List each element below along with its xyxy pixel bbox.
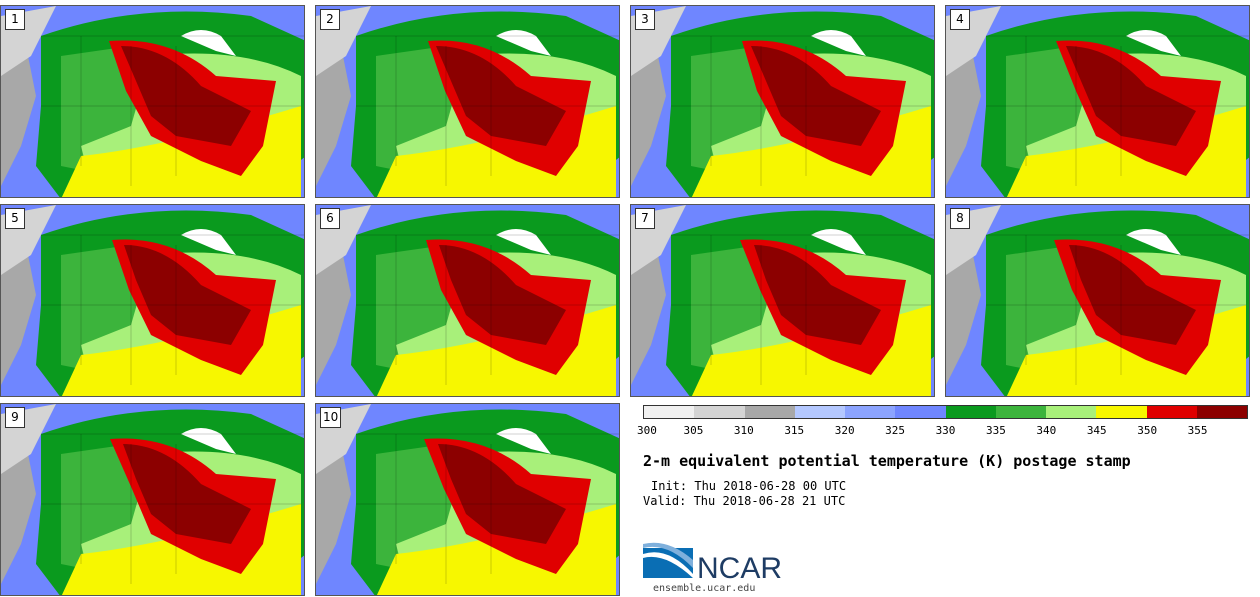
stamp-panel: 1 (0, 5, 305, 198)
colorbar-tick-label: 340 (1036, 424, 1057, 437)
ncar-logo: NCAR (643, 540, 793, 585)
colorbar-segment (895, 406, 946, 418)
stamp-panel: 9 (0, 403, 305, 596)
stamp-panel: 5 (0, 204, 305, 397)
stamp-panel: 7 (630, 204, 935, 397)
colorbar-segment (794, 406, 845, 418)
stamp-panel: 10 (315, 403, 620, 596)
logo-text: NCAR (697, 552, 782, 582)
colorbar-segment (995, 406, 1046, 418)
colorbar-segment (1046, 406, 1097, 418)
colorbar-segment (744, 406, 795, 418)
colorbar-segment (694, 406, 745, 418)
stamp-number-label: 5 (5, 208, 25, 229)
stamp-panel: 4 (945, 5, 1250, 198)
stamp-panel: 6 (315, 204, 620, 397)
colorbar-segment (644, 406, 695, 418)
colorbar-tick-label: 355 (1187, 424, 1208, 437)
colorbar (643, 405, 1248, 419)
temperature-map (316, 6, 619, 197)
temperature-map (316, 205, 619, 396)
colorbar-tick-label: 330 (935, 424, 956, 437)
stamp-panel: 2 (315, 5, 620, 198)
stamp-number-label: 2 (320, 9, 340, 30)
site-url: ensemble.ucar.edu (653, 583, 756, 594)
init-time: Init: Thu 2018-06-28 00 UTC (651, 479, 847, 493)
stamp-panel: 3 (630, 5, 935, 198)
temperature-map (316, 404, 619, 595)
stamp-number-label: 7 (635, 208, 655, 229)
colorbar-segment (1196, 406, 1247, 418)
stamp-number-label: 6 (320, 208, 340, 229)
colorbar-segment (945, 406, 996, 418)
colorbar-tick-label: 315 (784, 424, 805, 437)
stamp-number-label: 10 (320, 407, 342, 428)
colorbar-tick-label: 335 (985, 424, 1006, 437)
temperature-map (631, 205, 934, 396)
temperature-map (1, 404, 304, 595)
colorbar-tick-label: 300 (637, 424, 657, 437)
temperature-map (1, 205, 304, 396)
valid-time: Valid: Thu 2018-06-28 21 UTC (643, 494, 846, 508)
stamp-number-label: 4 (950, 9, 970, 30)
temperature-map (946, 6, 1249, 197)
colorbar-segment (845, 406, 896, 418)
colorbar-tick-label: 350 (1137, 424, 1158, 437)
colorbar-tick-label: 310 (733, 424, 754, 437)
stamp-number-label: 8 (950, 208, 970, 229)
temperature-map (1, 6, 304, 197)
stamp-number-label: 3 (635, 9, 655, 30)
colorbar-tick-label: 325 (885, 424, 906, 437)
temperature-map (946, 205, 1249, 396)
stamp-number-label: 9 (5, 407, 25, 428)
page-title: 2-m equivalent potential temperature (K)… (643, 452, 1131, 470)
stamp-number-label: 1 (5, 9, 25, 30)
temperature-map (631, 6, 934, 197)
colorbar-segment (1146, 406, 1197, 418)
colorbar-segment (1096, 406, 1147, 418)
colorbar-tick-label: 345 (1086, 424, 1107, 437)
colorbar-tick-label: 320 (834, 424, 855, 437)
colorbar-ticks: 300 305 310 315 320 325 330 335 340 345 350 355 (637, 424, 1248, 438)
stamp-panel: 8 (945, 204, 1250, 397)
colorbar-tick-label: 305 (683, 424, 704, 437)
